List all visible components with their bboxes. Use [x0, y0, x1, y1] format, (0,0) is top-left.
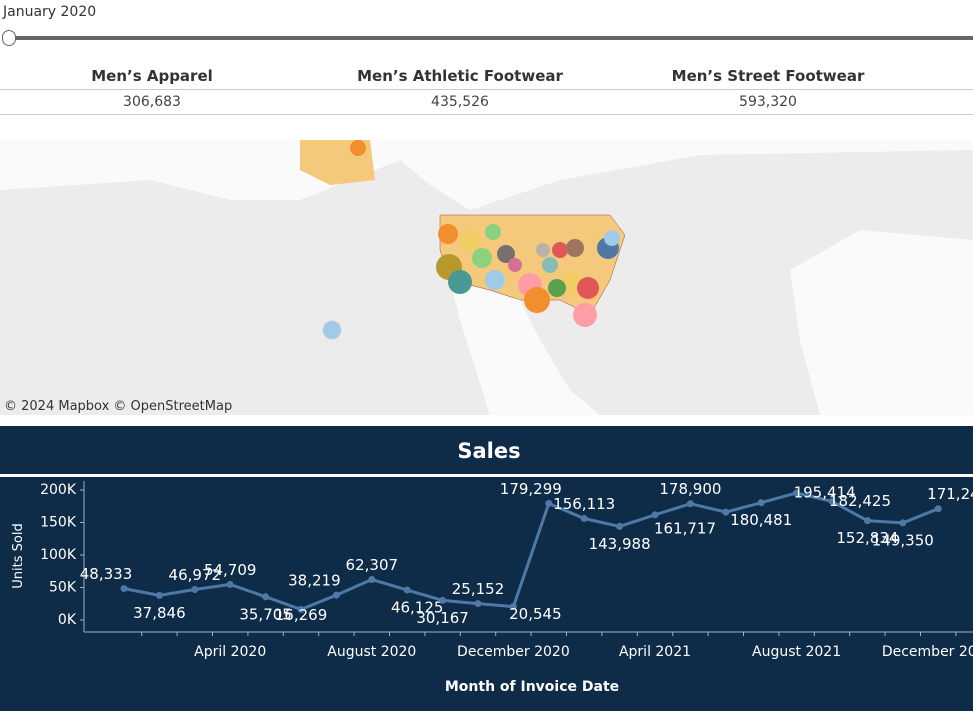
data-label: 171,245 — [927, 485, 973, 503]
data-label: 16,269 — [275, 606, 328, 624]
point — [155, 591, 163, 599]
data-label: 156,113 — [553, 495, 615, 513]
y-tick-label: 50K — [49, 580, 77, 596]
data-label: 38,219 — [288, 572, 341, 590]
map[interactable]: © 2024 Mapbox © OpenStreetMap — [0, 140, 973, 415]
data-label: 180,481 — [730, 511, 792, 529]
point — [545, 499, 553, 507]
y-tick-label: 0K — [58, 612, 77, 628]
point — [403, 586, 411, 594]
x-tick-label: August 2020 — [327, 644, 416, 660]
data-label: 143,988 — [589, 535, 651, 553]
point — [722, 508, 730, 516]
point — [686, 500, 694, 508]
data-label: 35,705 — [239, 605, 292, 623]
data-label: 182,425 — [829, 492, 891, 510]
point — [757, 499, 765, 507]
column-header: Men’s Athletic Footwear — [357, 67, 563, 85]
map-bubbles — [322, 140, 620, 340]
point — [828, 497, 836, 505]
point — [297, 605, 305, 613]
chart: Sales Units Sold Month of Invoice Date 0… — [0, 439, 973, 695]
point — [793, 489, 801, 497]
title-rule — [0, 474, 973, 477]
data-label: 195,414 — [794, 483, 856, 501]
line — [123, 491, 939, 612]
cell: 306,683 — [123, 94, 181, 110]
data-label: 25,152 — [452, 580, 505, 598]
data-label: 46,125 — [391, 599, 444, 617]
point — [580, 515, 588, 523]
data-label: 37,846 — [133, 604, 186, 622]
data-label: 48,333 — [80, 565, 133, 583]
column-header: Men’s Street Footwear — [671, 67, 865, 85]
slider-knob[interactable] — [2, 30, 16, 46]
divider — [0, 89, 973, 90]
x-axis-label: Month of Invoice Date — [445, 679, 619, 695]
africa-europe — [790, 230, 973, 415]
header-area: January 2020 Men’s Apparel Men’s Athleti… — [0, 0, 973, 140]
data-label: 46,972 — [169, 566, 222, 584]
chart-panel: Sales Units Sold Month of Invoice Date 0… — [0, 426, 973, 711]
y-tick-label: 100K — [40, 547, 77, 563]
y-tick-label: 150K — [40, 515, 77, 531]
point — [191, 585, 199, 593]
data-label: 30,167 — [416, 609, 469, 627]
data-label: 62,307 — [346, 556, 399, 574]
data-label: 54,709 — [204, 561, 257, 579]
slider-label: January 2020 — [3, 4, 97, 20]
data-label: 149,350 — [872, 531, 934, 549]
point — [226, 580, 234, 588]
x-tick-label: April 2021 — [619, 644, 691, 660]
y-axis-label: Units Sold — [11, 523, 26, 588]
cell: 435,526 — [431, 94, 489, 110]
point — [934, 505, 942, 513]
point — [863, 517, 871, 525]
point — [509, 603, 517, 611]
point — [899, 519, 907, 527]
x-tick-label: August 2021 — [752, 644, 841, 660]
point — [474, 600, 482, 608]
data-label: 179,299 — [500, 480, 562, 498]
column-header: Men’s Apparel — [91, 67, 213, 85]
slider-track[interactable] — [8, 36, 973, 40]
x-tick-label: April 2020 — [194, 644, 266, 660]
x-tick-label: December 2020 — [457, 644, 570, 660]
cell: 593,320 — [739, 94, 797, 110]
data-label: 161,717 — [654, 519, 716, 537]
point — [616, 522, 624, 530]
data-label: 152,834 — [836, 529, 898, 547]
point — [368, 576, 376, 584]
mexico — [450, 280, 600, 415]
data-label: 178,900 — [659, 480, 721, 498]
point — [651, 511, 659, 519]
map-attribution: © 2024 Mapbox © OpenStreetMap — [4, 399, 232, 414]
y-tick-label: 200K — [40, 482, 77, 498]
point — [332, 591, 340, 599]
chart-title: Sales — [457, 439, 520, 463]
divider — [0, 114, 973, 115]
land — [0, 140, 973, 210]
x-tick-label: December 2021 — [882, 644, 973, 660]
data-label: 20,545 — [509, 605, 562, 623]
point — [262, 593, 270, 601]
point — [439, 596, 447, 604]
point — [120, 585, 128, 593]
